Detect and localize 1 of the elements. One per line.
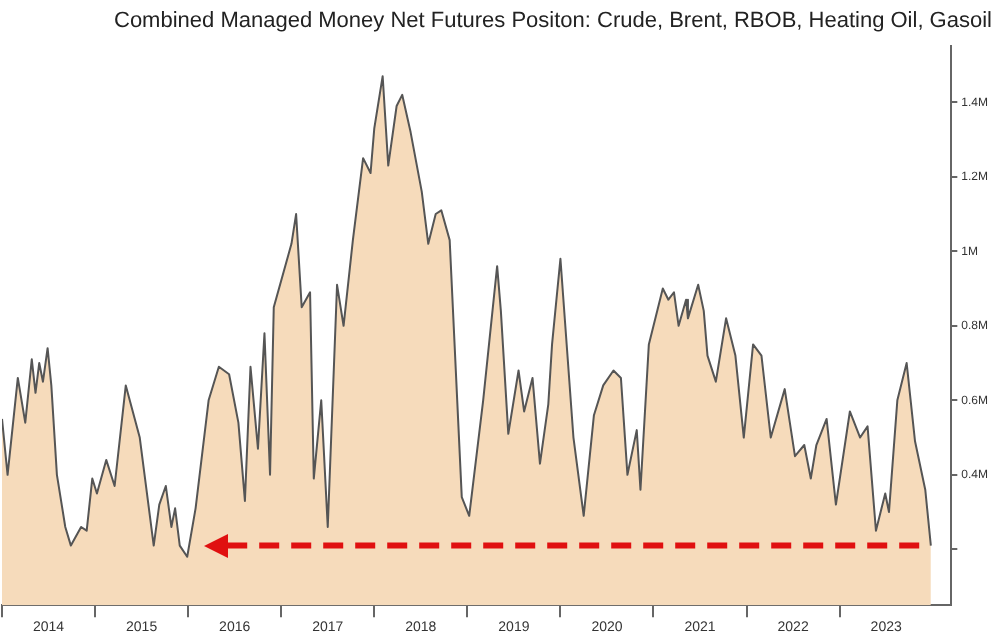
chart-title: Combined Managed Money Net Futures Positon: Crude, Brent, RBOB, Heating Oil, Gasoil [114, 9, 992, 34]
